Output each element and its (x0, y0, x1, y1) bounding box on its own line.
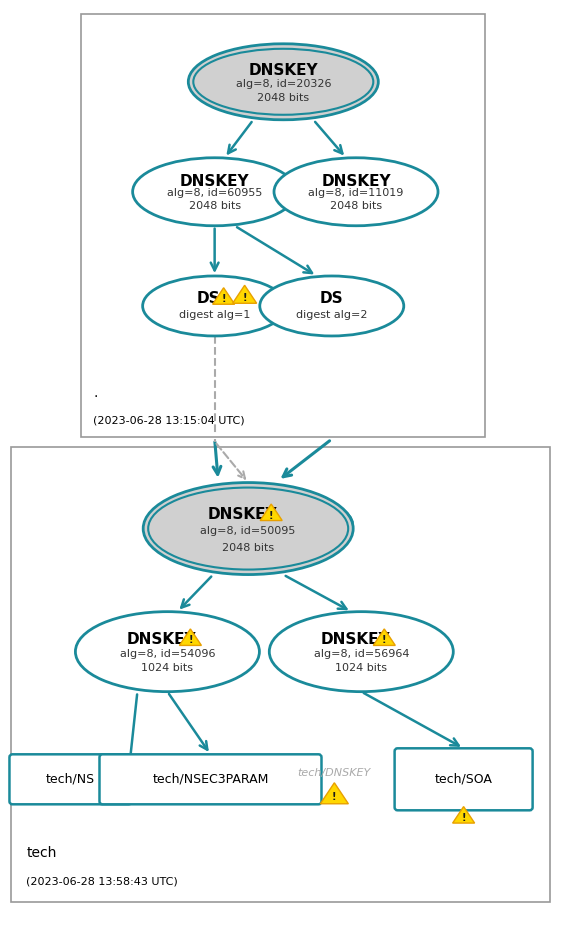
Text: alg=8, id=50095: alg=8, id=50095 (200, 525, 296, 536)
Text: alg=8, id=20326: alg=8, id=20326 (236, 79, 331, 88)
Text: !: ! (242, 293, 247, 303)
Polygon shape (213, 288, 234, 305)
Ellipse shape (260, 276, 404, 336)
Text: tech: tech (26, 846, 57, 860)
Text: 2048 bits: 2048 bits (330, 201, 382, 212)
Text: alg=8, id=54096: alg=8, id=54096 (119, 649, 215, 659)
Ellipse shape (143, 482, 353, 574)
Polygon shape (233, 285, 256, 304)
Text: !: ! (269, 510, 273, 521)
Ellipse shape (132, 158, 297, 226)
Text: digest alg=1: digest alg=1 (179, 310, 250, 320)
Text: 1024 bits: 1024 bits (141, 664, 194, 673)
FancyBboxPatch shape (394, 748, 532, 810)
Ellipse shape (75, 612, 259, 692)
Polygon shape (260, 504, 282, 521)
FancyBboxPatch shape (11, 446, 550, 902)
Ellipse shape (274, 158, 438, 226)
Polygon shape (320, 783, 348, 804)
Text: 1024 bits: 1024 bits (335, 664, 387, 673)
Text: DNSKEY: DNSKEY (249, 63, 318, 78)
Text: tech/DNSKEY: tech/DNSKEY (298, 768, 371, 778)
Text: !: ! (332, 792, 337, 803)
Text: 2048 bits: 2048 bits (257, 93, 309, 102)
Ellipse shape (188, 44, 378, 119)
Text: tech/NS: tech/NS (46, 773, 95, 786)
FancyBboxPatch shape (81, 14, 485, 437)
Text: (2023-06-28 13:15:04 UTC): (2023-06-28 13:15:04 UTC) (93, 415, 245, 425)
Text: (2023-06-28 13:58:43 UTC): (2023-06-28 13:58:43 UTC) (26, 876, 178, 886)
FancyBboxPatch shape (99, 754, 321, 805)
Text: digest alg=2: digest alg=2 (296, 310, 367, 320)
Text: !: ! (222, 294, 226, 305)
Text: alg=8, id=56964: alg=8, id=56964 (314, 649, 409, 659)
Text: 2048 bits: 2048 bits (222, 543, 274, 553)
Text: !: ! (382, 635, 387, 646)
Text: alg=8, id=11019: alg=8, id=11019 (309, 188, 404, 198)
Text: DNSKEY: DNSKEY (127, 633, 196, 647)
Polygon shape (453, 807, 475, 823)
FancyBboxPatch shape (10, 754, 131, 805)
Polygon shape (180, 629, 201, 646)
Ellipse shape (269, 612, 453, 692)
Text: .: . (93, 386, 98, 400)
Text: DNSKEY: DNSKEY (180, 174, 250, 189)
Text: DNSKEY: DNSKEY (321, 174, 391, 189)
Text: DNSKEY: DNSKEY (208, 508, 277, 523)
Polygon shape (373, 629, 396, 646)
Text: alg=8, id=60955: alg=8, id=60955 (167, 188, 263, 198)
Text: DS: DS (320, 291, 343, 306)
Text: !: ! (461, 813, 466, 823)
Text: !: ! (188, 635, 192, 646)
Text: DS: DS (197, 291, 220, 306)
Text: tech/NSEC3PARAM: tech/NSEC3PARAM (152, 773, 269, 786)
Text: 2048 bits: 2048 bits (188, 201, 241, 212)
Ellipse shape (142, 276, 287, 336)
Text: DNSKEY: DNSKEY (320, 633, 390, 647)
Text: tech/SOA: tech/SOA (435, 773, 493, 786)
